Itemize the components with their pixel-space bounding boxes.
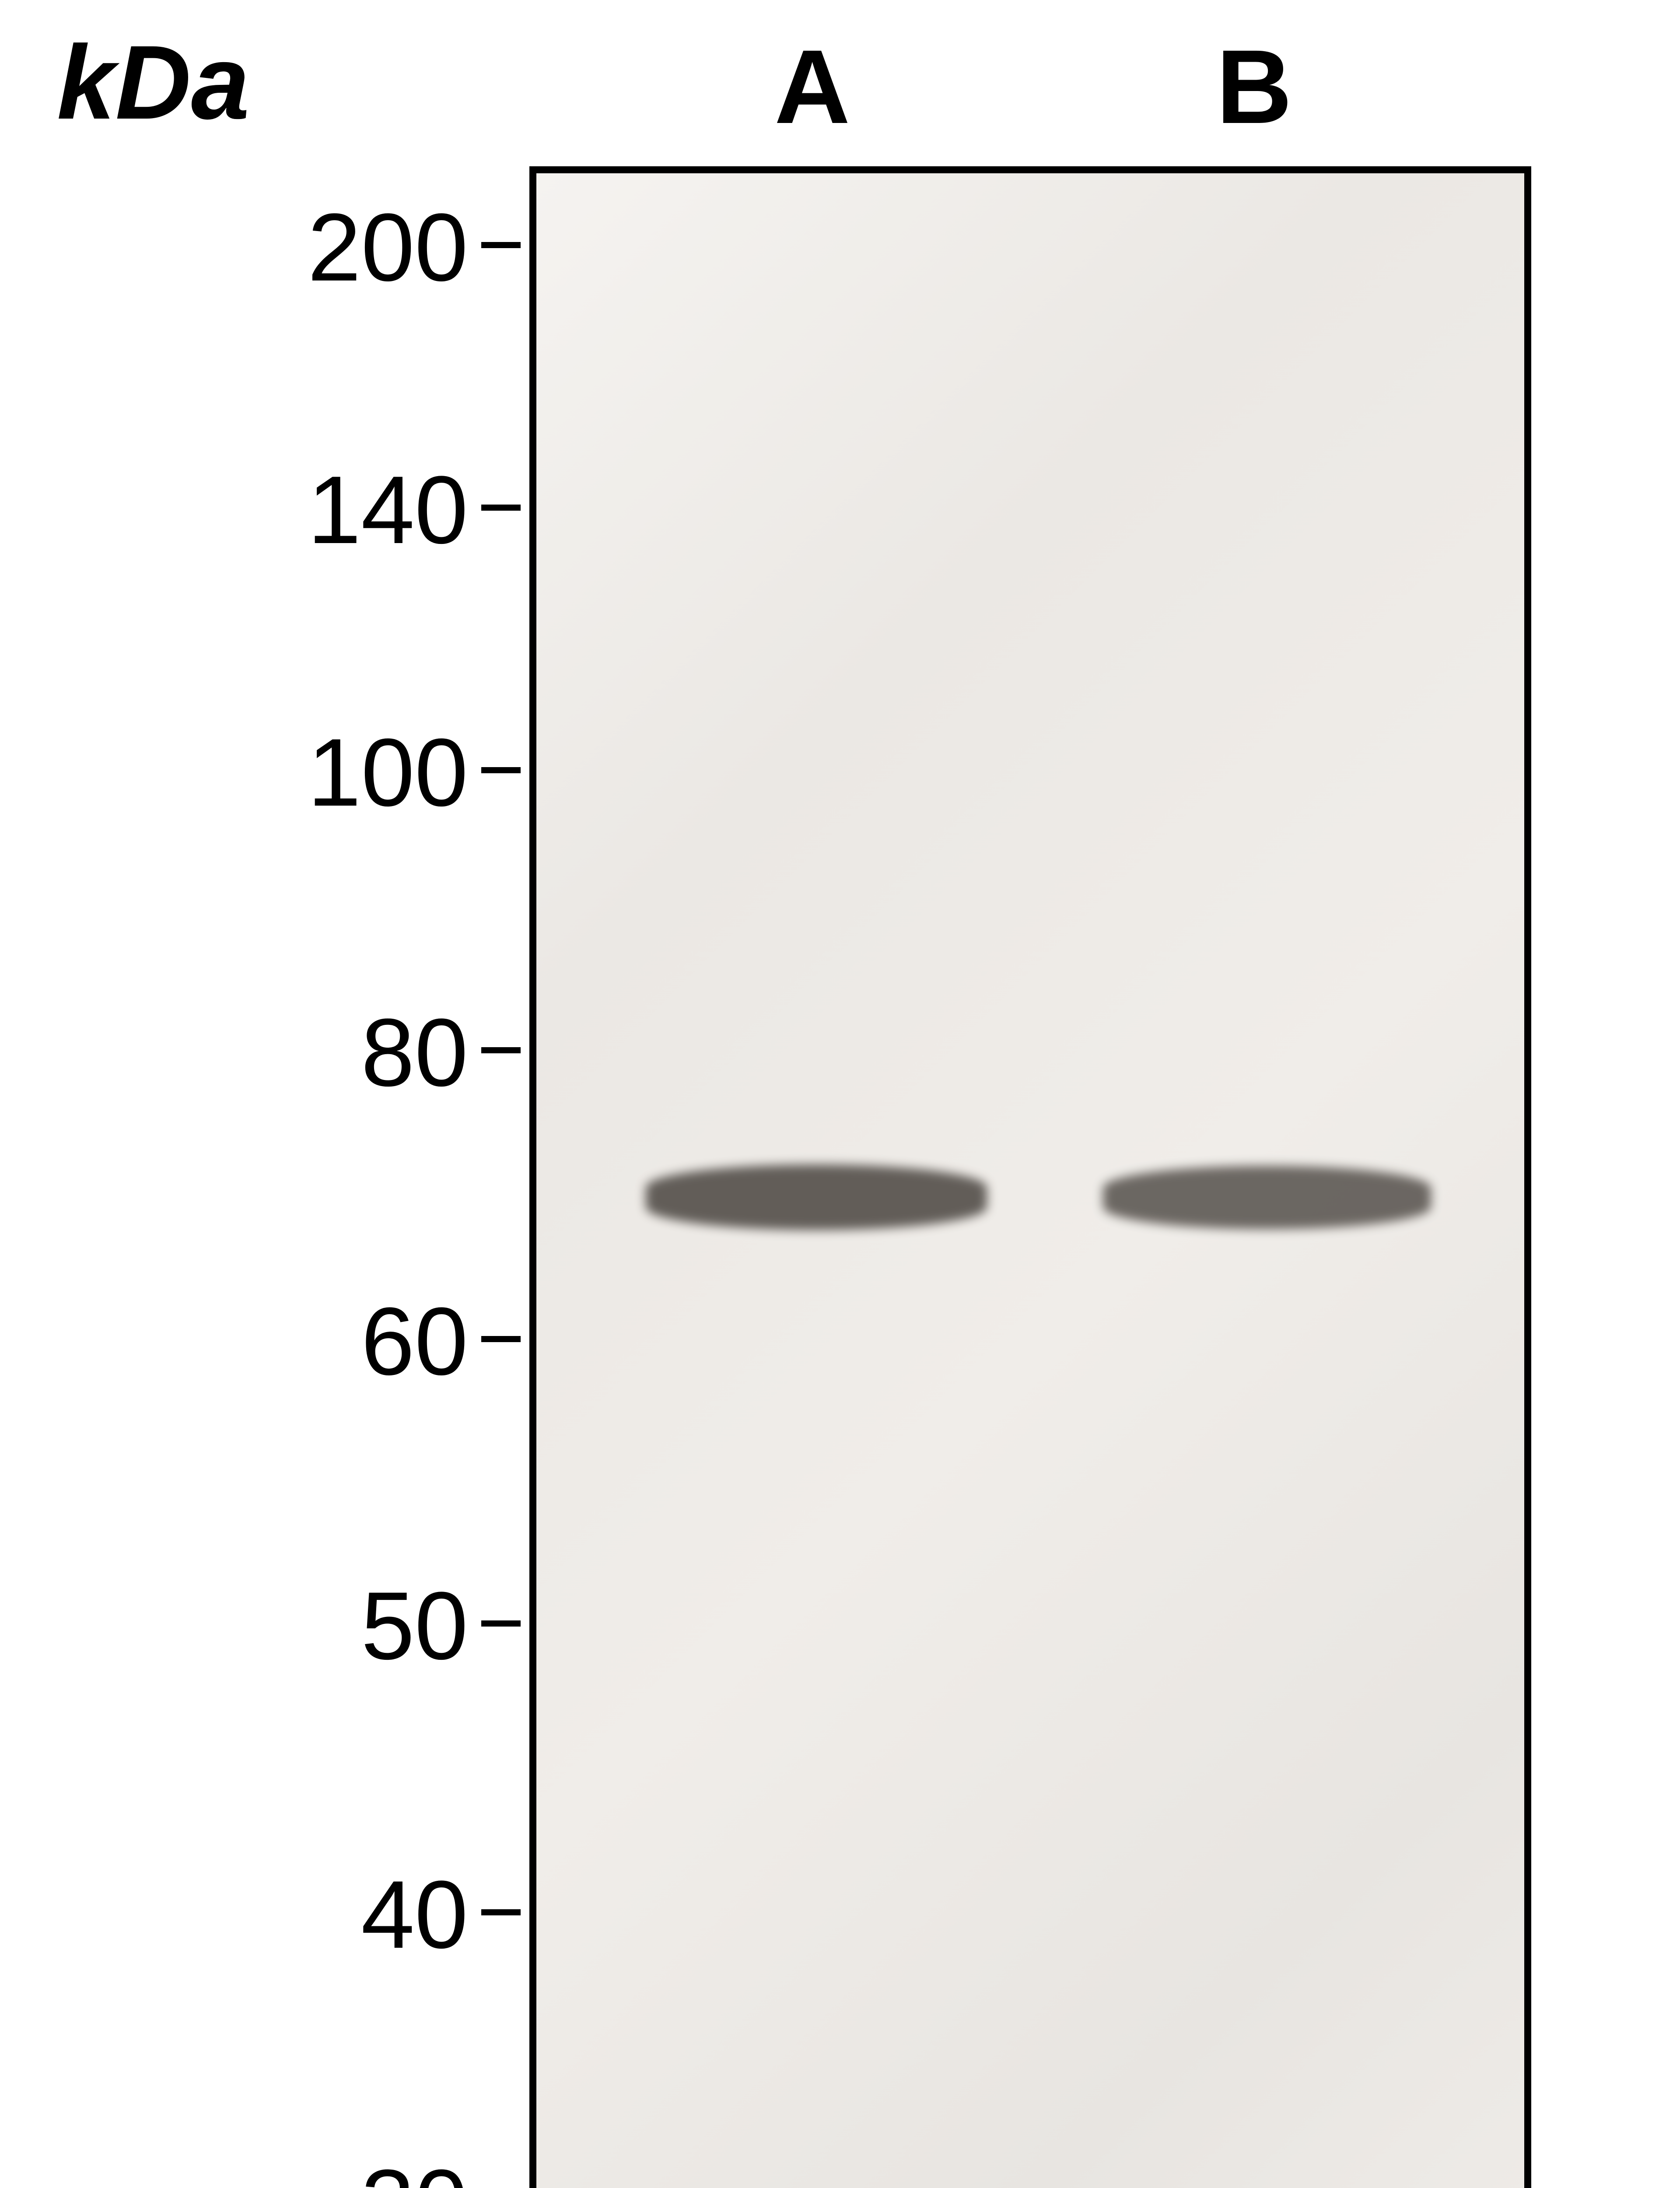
blot-frame [529,166,1531,2188]
tick-label: 40 [162,1859,468,1970]
band-lane-a [646,1164,987,1230]
tick-mark [481,1909,521,1915]
tick-mark [481,505,521,511]
tick-label: 80 [162,997,468,1108]
tick-mark [481,242,521,248]
tick-label: 50 [162,1571,468,1681]
blot-container: kDa A B 200 140 100 80 60 50 40 30 20 [0,0,1680,2188]
tick-label: 30 [162,2148,468,2188]
tick-label: 60 [162,1286,468,1397]
tick-mark [481,767,521,773]
lane-label-a: A [774,26,850,147]
tick-label: 100 [162,717,468,828]
band-lane-b [1103,1166,1431,1229]
tick-mark [481,1336,521,1342]
tick-label: 140 [162,455,468,565]
tick-label: 200 [162,192,468,303]
tick-mark [481,1620,521,1627]
lane-label-b: B [1216,26,1292,147]
y-axis-label: kDa [57,22,249,143]
tick-mark [481,1047,521,1053]
